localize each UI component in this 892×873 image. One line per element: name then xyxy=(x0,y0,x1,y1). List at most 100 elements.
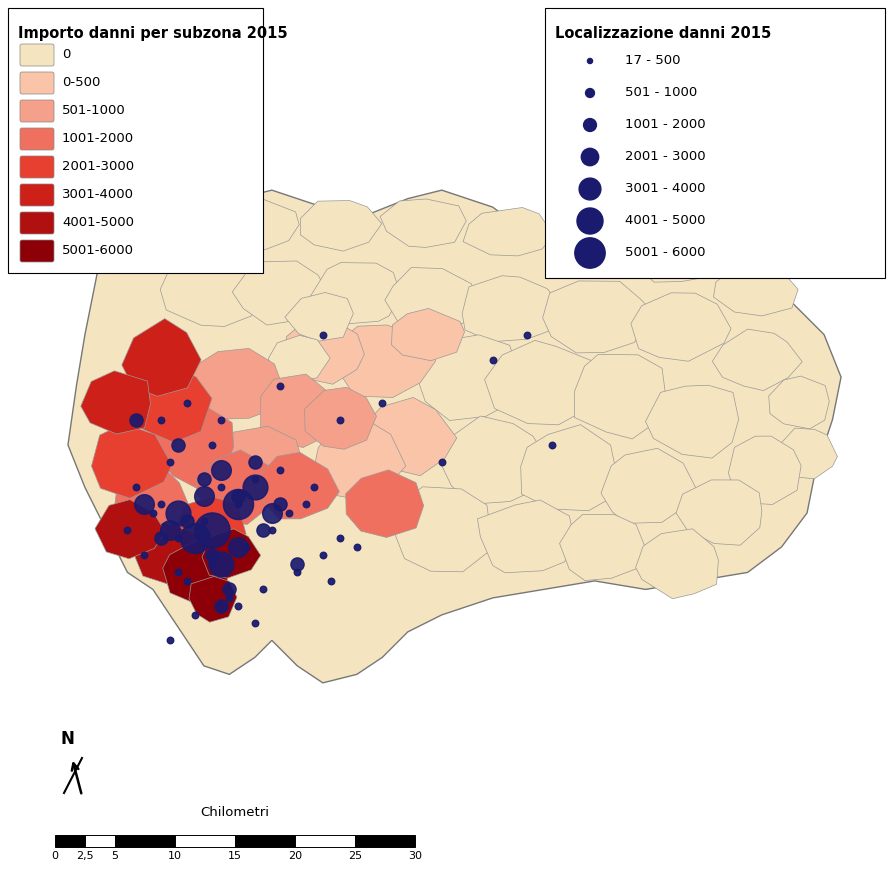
Polygon shape xyxy=(546,217,647,266)
Polygon shape xyxy=(477,500,574,573)
Polygon shape xyxy=(393,487,490,572)
Text: 2001 - 3000: 2001 - 3000 xyxy=(625,150,706,163)
Point xyxy=(350,540,364,554)
Point xyxy=(282,506,296,520)
Point xyxy=(376,395,390,409)
Point xyxy=(171,506,186,520)
Point xyxy=(290,566,304,580)
Point xyxy=(180,514,194,528)
FancyBboxPatch shape xyxy=(20,100,54,122)
Polygon shape xyxy=(211,199,299,250)
Point xyxy=(231,600,245,614)
FancyBboxPatch shape xyxy=(20,128,54,150)
Polygon shape xyxy=(559,514,646,581)
Text: Localizzazione danni 2015: Localizzazione danni 2015 xyxy=(555,26,772,41)
Polygon shape xyxy=(122,319,201,396)
Point xyxy=(214,600,228,614)
Polygon shape xyxy=(304,388,376,450)
Point xyxy=(307,480,321,494)
Polygon shape xyxy=(150,407,234,488)
Point xyxy=(188,532,202,546)
Text: 1001-2000: 1001-2000 xyxy=(62,133,134,146)
Text: 15: 15 xyxy=(228,851,242,861)
Polygon shape xyxy=(542,281,654,353)
Polygon shape xyxy=(366,397,457,476)
Point xyxy=(171,566,186,580)
Point xyxy=(248,616,262,630)
Polygon shape xyxy=(162,540,228,604)
Text: 0: 0 xyxy=(52,851,59,861)
Point xyxy=(248,480,262,494)
Text: 20: 20 xyxy=(288,851,302,861)
Point xyxy=(316,548,330,562)
Circle shape xyxy=(582,148,599,166)
Point xyxy=(205,523,219,537)
Polygon shape xyxy=(780,428,838,478)
Bar xyxy=(115,835,175,847)
Polygon shape xyxy=(392,308,465,361)
Point xyxy=(256,523,270,537)
FancyBboxPatch shape xyxy=(20,212,54,234)
Circle shape xyxy=(588,58,592,64)
FancyBboxPatch shape xyxy=(20,156,54,178)
Polygon shape xyxy=(638,232,726,282)
Point xyxy=(519,327,533,341)
Bar xyxy=(85,835,115,847)
Polygon shape xyxy=(636,529,718,599)
Point xyxy=(205,557,219,571)
Text: 10: 10 xyxy=(168,851,182,861)
Circle shape xyxy=(585,88,594,98)
Bar xyxy=(295,835,355,847)
Polygon shape xyxy=(601,448,696,523)
Point xyxy=(239,540,253,554)
Point xyxy=(205,438,219,452)
Point xyxy=(197,514,211,528)
Text: 4001 - 5000: 4001 - 5000 xyxy=(625,215,706,228)
Point xyxy=(231,489,245,503)
Bar xyxy=(355,835,415,847)
Polygon shape xyxy=(68,190,841,683)
Text: 4001-5000: 4001-5000 xyxy=(62,217,134,230)
FancyBboxPatch shape xyxy=(20,240,54,262)
Point xyxy=(545,438,559,452)
Point xyxy=(485,353,500,367)
Point xyxy=(180,395,194,409)
Polygon shape xyxy=(285,292,353,341)
Polygon shape xyxy=(438,416,547,504)
Polygon shape xyxy=(676,480,762,546)
Text: N: N xyxy=(60,730,74,748)
Point xyxy=(231,498,245,512)
Polygon shape xyxy=(209,426,301,500)
Point xyxy=(180,574,194,588)
Point xyxy=(197,472,211,486)
Point xyxy=(154,532,169,546)
Point xyxy=(222,582,236,596)
Text: 5: 5 xyxy=(112,851,119,861)
Point xyxy=(290,557,304,571)
Point xyxy=(188,608,202,622)
Point xyxy=(137,498,152,512)
Polygon shape xyxy=(260,374,340,448)
Point xyxy=(299,498,313,512)
Point xyxy=(171,438,186,452)
Polygon shape xyxy=(189,348,282,420)
Bar xyxy=(175,835,235,847)
Point xyxy=(162,523,177,537)
Text: 1001 - 2000: 1001 - 2000 xyxy=(625,119,706,132)
Point xyxy=(214,413,228,427)
Bar xyxy=(55,835,85,847)
Circle shape xyxy=(574,237,605,268)
Polygon shape xyxy=(646,385,739,458)
Polygon shape xyxy=(268,335,330,382)
Point xyxy=(128,480,143,494)
Point xyxy=(214,480,228,494)
Point xyxy=(248,455,262,469)
Polygon shape xyxy=(133,522,205,584)
Text: 30: 30 xyxy=(408,851,422,861)
Polygon shape xyxy=(769,376,830,429)
Point xyxy=(128,413,143,427)
Point xyxy=(205,548,219,562)
Polygon shape xyxy=(175,497,246,564)
Polygon shape xyxy=(631,292,731,361)
Point xyxy=(434,455,449,469)
